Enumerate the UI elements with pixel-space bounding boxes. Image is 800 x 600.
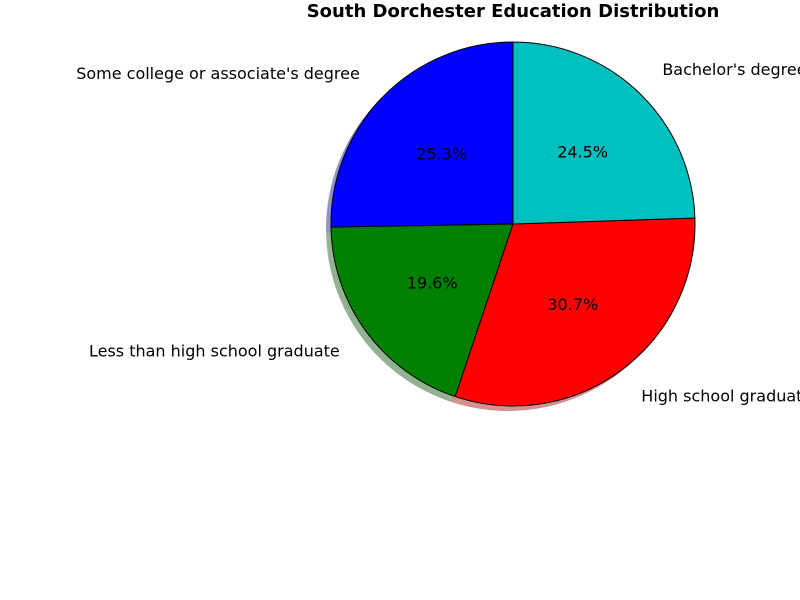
pct-label-less-than-high-school-graduate: 19.6% xyxy=(407,274,458,293)
slice-label-less-than-high-school-graduate: Less than high school graduate xyxy=(89,341,340,360)
slice-some-college-or-associate-s-degree xyxy=(330,41,514,228)
pie-slices xyxy=(330,41,696,407)
slice-label-high-school-graduate: High school graduate xyxy=(641,387,800,406)
slice-bachelor-s-degree xyxy=(512,41,696,225)
pie-labels: Some college or associate's degree 25.3% L… xyxy=(76,60,800,406)
slice-label-bachelor-s-degree: Bachelor's degree xyxy=(662,60,800,79)
slice-high-school-graduate xyxy=(454,217,696,407)
pct-label-high-school-graduate: 30.7% xyxy=(547,295,598,314)
slice-label-some-college-or-associate-s-degree: Some college or associate's degree xyxy=(76,64,360,83)
pct-label-bachelor-s-degree: 24.5% xyxy=(557,143,608,162)
slice-less-than-high-school-graduate xyxy=(330,223,514,398)
pct-label-some-college-or-associate-s-degree: 25.3% xyxy=(416,144,467,163)
chart-title: South Dorchester Education Distribution xyxy=(307,1,720,22)
